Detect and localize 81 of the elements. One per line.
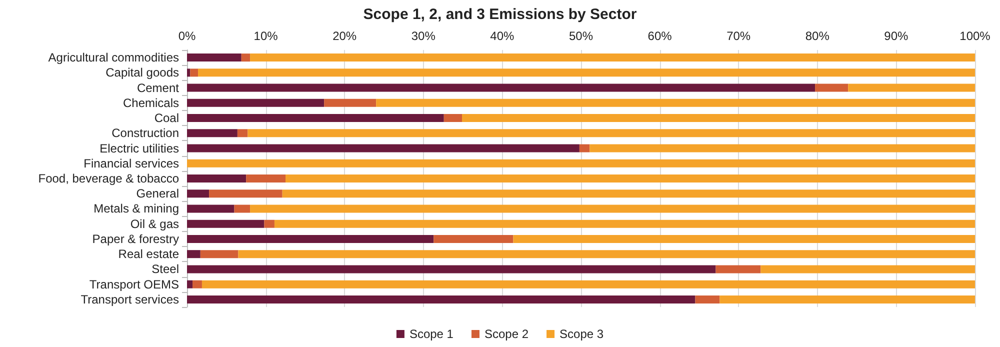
bar	[434, 234, 514, 243]
bar	[209, 190, 282, 198]
bar	[187, 68, 190, 77]
y-tick-label: General	[136, 186, 179, 201]
y-tick-label: Paper & forestry	[92, 232, 179, 246]
bar	[376, 98, 975, 107]
bar	[187, 204, 234, 213]
bar	[202, 280, 975, 288]
bar	[187, 265, 716, 274]
x-tick-label: 10%	[254, 29, 278, 43]
bar	[237, 129, 248, 138]
y-tick-label: Cement	[136, 80, 180, 95]
bar	[716, 265, 761, 274]
bar	[198, 68, 975, 77]
bar	[250, 204, 975, 213]
x-tick-label: 60%	[648, 29, 672, 43]
bar	[513, 234, 975, 243]
bar	[250, 54, 975, 62]
bar	[282, 190, 975, 198]
bar	[187, 129, 238, 138]
bar	[234, 204, 250, 213]
x-tick-label: 0%	[178, 29, 196, 43]
bar	[286, 174, 975, 182]
bar	[462, 114, 975, 122]
bar	[187, 144, 580, 152]
bar	[248, 129, 975, 138]
y-tick-label: Metals & mining	[94, 202, 179, 216]
bar	[187, 174, 246, 182]
bar	[815, 84, 848, 92]
bar	[187, 190, 210, 198]
bar	[324, 98, 376, 107]
bar	[187, 220, 264, 228]
bar	[264, 220, 274, 228]
bar	[246, 174, 286, 182]
y-tick-label: Coal	[154, 111, 179, 126]
bar	[695, 295, 720, 304]
y-tick-label: Oil & gas	[130, 216, 179, 231]
y-tick-label: Steel	[152, 262, 179, 276]
y-tick-label: Electric utilities	[100, 141, 179, 156]
bar	[187, 98, 324, 107]
bar	[187, 54, 242, 62]
x-tick-label: 70%	[726, 29, 751, 43]
chart-title: Scope 1, 2, and 3 Emissions by Sector	[363, 6, 637, 23]
bar	[187, 295, 696, 304]
x-tick-label: 90%	[884, 29, 909, 43]
y-tick-label: Construction	[112, 126, 179, 140]
y-tick-label: Capital goods	[106, 66, 179, 80]
legend-label: Scope 3	[560, 327, 604, 341]
y-tick-label: Agricultural commodities	[48, 50, 179, 65]
bar	[187, 250, 200, 258]
bar	[720, 295, 975, 304]
bar	[274, 220, 975, 228]
y-tick-label: Real estate	[118, 247, 180, 262]
bar	[190, 68, 198, 77]
x-tick-label: 30%	[411, 29, 436, 43]
bar	[187, 280, 193, 288]
bar	[590, 144, 975, 152]
x-tick-label: 50%	[568, 29, 594, 43]
x-tick-label: 100%	[960, 29, 991, 43]
bar	[760, 265, 975, 274]
bar	[187, 159, 975, 168]
y-tick-label: Transport OEMS	[89, 277, 179, 292]
y-tick-label: Financial services	[84, 156, 179, 170]
y-tick-label: Transport services	[80, 292, 179, 306]
bar	[187, 114, 444, 122]
bar	[238, 250, 975, 258]
x-tick-label: 40%	[490, 29, 515, 43]
bar	[241, 54, 250, 62]
bar	[200, 250, 238, 258]
legend-label: Scope 1	[409, 327, 454, 341]
bar	[187, 234, 434, 243]
bar	[187, 84, 816, 92]
bar	[192, 280, 202, 288]
x-tick-label: 20%	[332, 29, 357, 43]
legend-label: Scope 2	[484, 327, 529, 341]
bar	[579, 144, 590, 152]
x-tick-label: 80%	[805, 29, 830, 43]
bar	[848, 84, 975, 92]
y-tick-label: Food, beverage & tobacco	[38, 172, 180, 186]
bar	[444, 114, 462, 122]
y-tick-label: Chemicals	[122, 96, 179, 110]
